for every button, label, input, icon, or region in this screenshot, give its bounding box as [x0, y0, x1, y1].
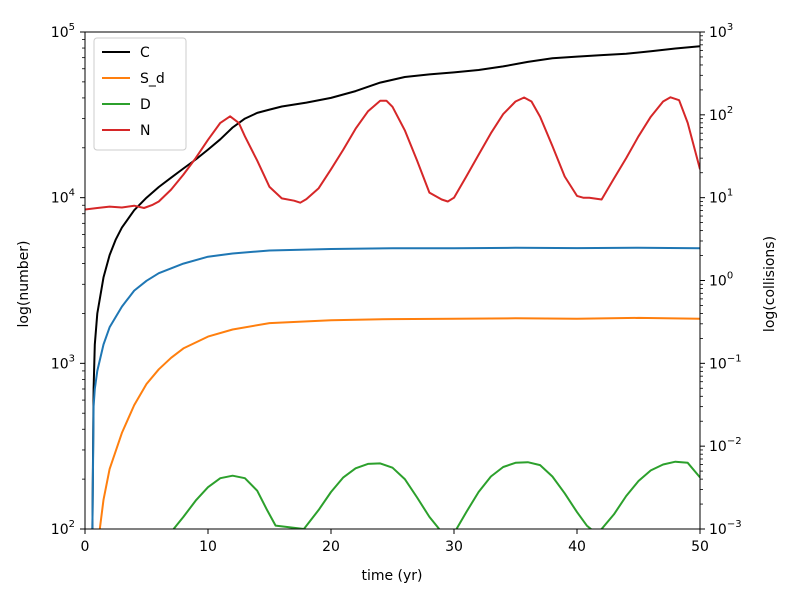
legend-label: S_d — [140, 71, 165, 87]
legend-box — [93, 37, 187, 151]
y-tick-label: 102 — [51, 519, 75, 538]
tick-exponent: 0 — [727, 271, 733, 282]
legend-label: N — [140, 123, 150, 139]
y-tick-label: 103 — [51, 353, 75, 372]
left-y-axis-label: log(number) — [16, 241, 32, 328]
tick-base: 10 — [51, 191, 69, 207]
tick-base: 10 — [709, 191, 727, 207]
y-tick-label: 103 — [709, 22, 733, 41]
y-tick-label: 104 — [51, 188, 75, 207]
series-line-0 — [91, 45, 700, 529]
tick-base: 10 — [709, 274, 727, 290]
tick-exponent: −3 — [727, 519, 742, 530]
x-tick-label: 40 — [568, 539, 586, 555]
x-tick-label: 30 — [445, 539, 463, 555]
x-tick-label: 20 — [322, 539, 340, 555]
y-tick-label: 101 — [709, 188, 733, 207]
y-tick-label: 100 — [709, 271, 733, 290]
tick-base: 10 — [51, 356, 69, 372]
y-tick-label: 10−1 — [709, 353, 742, 372]
tick-exponent: 2 — [69, 519, 75, 530]
right-y-axis-label: log(collisions) — [762, 236, 778, 332]
tick-exponent: 5 — [69, 22, 75, 33]
tick-base: 10 — [709, 356, 727, 372]
series-line-3 — [172, 460, 700, 529]
tick-exponent: 1 — [727, 188, 733, 199]
x-tick-label: 0 — [81, 539, 90, 555]
legend: C S_d DN — [93, 37, 187, 151]
series-line-4 — [85, 96, 700, 211]
tick-base: 10 — [51, 522, 69, 538]
legend-label: C — [140, 45, 150, 61]
tick-base: 10 — [709, 25, 727, 41]
y-tick-label: 10−3 — [709, 519, 742, 538]
tick-exponent: −1 — [727, 353, 742, 364]
y-tick-label: 10−2 — [709, 436, 742, 455]
x-axis-label: time (yr) — [361, 568, 422, 584]
tick-base: 10 — [709, 439, 727, 455]
tick-base: 10 — [51, 25, 69, 41]
series-line-1 — [91, 246, 700, 529]
tick-exponent: 2 — [727, 105, 733, 116]
x-tick-label: 50 — [691, 539, 709, 555]
tick-exponent: 3 — [727, 22, 733, 33]
y-tick-label: 105 — [51, 22, 75, 41]
y-tick-label: 102 — [709, 105, 733, 124]
tick-exponent: −2 — [727, 436, 742, 447]
legend-label: D — [140, 97, 151, 113]
x-tick-label: 10 — [199, 539, 217, 555]
x-axis-ticks: 0 10 20 30 40 50 — [81, 529, 709, 555]
series-line-2 — [98, 316, 700, 529]
tick-exponent: 3 — [69, 353, 75, 364]
tick-base: 10 — [709, 108, 727, 124]
tick-exponent: 4 — [69, 188, 75, 199]
tick-base: 10 — [709, 522, 727, 538]
series-lines — [85, 45, 700, 529]
